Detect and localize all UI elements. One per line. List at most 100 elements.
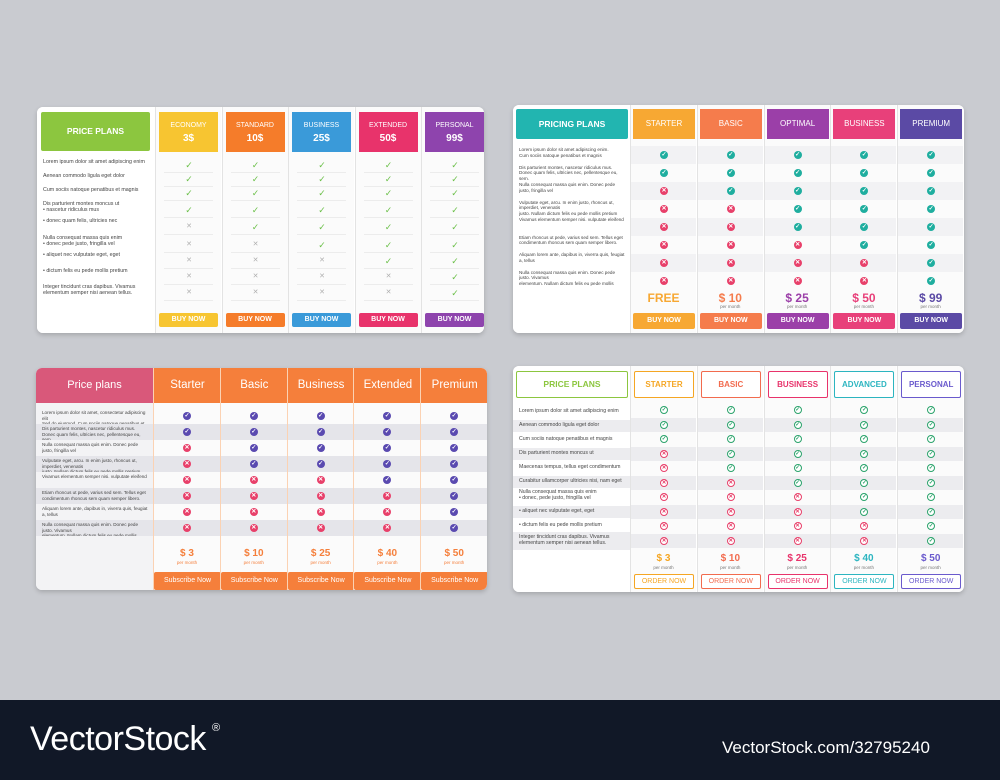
price-period: per month bbox=[786, 304, 808, 309]
cross-icon: ✕ bbox=[860, 522, 869, 530]
row-divider bbox=[297, 300, 346, 301]
row-divider bbox=[230, 284, 280, 285]
row-divider bbox=[430, 172, 479, 173]
feature-label: Maecenas tempus, tellus eget condimentum bbox=[519, 464, 621, 470]
buy-now-button[interactable]: BUY NOW bbox=[292, 313, 351, 327]
cross-icon: ✕ bbox=[249, 476, 258, 484]
plan-column: OPTIMAL ✓ ✓ ✓ ✓ ✓ ✕ ✕ ✕ $ 25 per month BUY NOW bbox=[763, 105, 830, 333]
cross-icon: ✕ bbox=[726, 277, 735, 285]
order-now-button[interactable]: ORDER NOW bbox=[700, 574, 761, 589]
cross-icon: ✕ bbox=[252, 273, 259, 280]
buy-now-button[interactable]: BUY NOW bbox=[159, 313, 218, 327]
price-period: per month bbox=[243, 560, 264, 565]
check-icon: ✓ bbox=[860, 493, 869, 501]
cross-icon: ✕ bbox=[660, 507, 668, 516]
subscribe-button[interactable]: Subscribe Now bbox=[154, 572, 221, 590]
check-icon: ✓ bbox=[183, 428, 191, 436]
order-now-button[interactable]: ORDER NOW bbox=[901, 574, 962, 589]
pricing-table-1: PRICE PLANS Lorem ipsum dolor sit amet a… bbox=[37, 107, 484, 333]
check-icon: ✓ bbox=[927, 187, 936, 195]
table-title: PRICING PLANS bbox=[516, 109, 628, 139]
cross-icon: ✕ bbox=[793, 277, 802, 285]
plan-column: STANDARD 10$ ✓ ✓ ✓ ✓ ✓ ✕ ✕ ✕ ✕ BUY NOW bbox=[221, 107, 288, 333]
check-icon: ✓ bbox=[316, 444, 325, 452]
subscribe-button[interactable]: Subscribe Now bbox=[220, 572, 288, 590]
order-now-button[interactable]: ORDER NOW bbox=[767, 574, 828, 589]
plan-header: ADVANCED bbox=[834, 371, 895, 398]
check-icon: ✓ bbox=[726, 169, 735, 177]
row-divider bbox=[230, 172, 280, 173]
check-icon: ✓ bbox=[451, 272, 459, 282]
cross-icon: ✕ bbox=[860, 277, 869, 285]
check-icon: ✓ bbox=[384, 205, 393, 215]
row-band bbox=[36, 456, 153, 472]
check-icon: ✓ bbox=[927, 277, 936, 285]
check-icon: ✓ bbox=[450, 428, 459, 436]
feature-label: Aliquam lorem ante, dapibus in, viverra … bbox=[42, 506, 148, 517]
check-icon: ✓ bbox=[660, 435, 668, 443]
order-now-button[interactable]: ORDER NOW bbox=[834, 574, 895, 589]
plan-column: ADVANCED ✓ ✓ ✓ ✓ ✓ ✓ ✓ ✓ ✕ ✕ $ 40 per month ORDER NOW bbox=[830, 366, 897, 592]
check-icon: ✓ bbox=[251, 174, 260, 184]
check-icon: ✓ bbox=[249, 444, 258, 452]
check-icon: ✓ bbox=[793, 406, 802, 414]
row-divider bbox=[297, 234, 346, 235]
subscribe-button[interactable]: Subscribe Now bbox=[421, 572, 487, 590]
buy-now-button[interactable]: BUY NOW bbox=[225, 313, 285, 327]
cross-icon: ✕ bbox=[660, 478, 668, 487]
plan-price: $ 25 bbox=[785, 291, 809, 305]
feature-label: • aliquet nec vulputate eget, eget bbox=[43, 252, 120, 258]
feature-label: Cum sociis natoque penatibus et magnis bbox=[43, 187, 139, 193]
cross-icon: ✕ bbox=[726, 478, 735, 487]
row-band bbox=[36, 520, 153, 536]
plan-header: STARTER bbox=[634, 371, 694, 398]
row-divider bbox=[363, 217, 413, 218]
plan-header: STANDARD 10$ bbox=[225, 112, 285, 152]
cross-icon: ✕ bbox=[385, 273, 392, 280]
check-icon: ✓ bbox=[660, 420, 668, 429]
cross-icon: ✕ bbox=[660, 536, 668, 545]
check-icon: ✓ bbox=[793, 435, 802, 443]
feature-label: Aenean commodo ligula eget dolor bbox=[43, 173, 125, 179]
buy-now-button[interactable]: BUY NOW bbox=[633, 313, 695, 329]
features-panel: PRICE PLANS Lorem ipsum dolor sit amet a… bbox=[37, 107, 154, 333]
buy-now-button[interactable]: BUY NOW bbox=[699, 313, 762, 329]
check-icon: ✓ bbox=[384, 240, 393, 250]
table-title: Price plans bbox=[36, 368, 153, 403]
plan-price: 99$ bbox=[446, 133, 463, 144]
row-divider bbox=[297, 268, 346, 269]
buy-now-button[interactable]: BUY NOW bbox=[833, 313, 896, 329]
check-icon: ✓ bbox=[185, 174, 193, 184]
order-now-button[interactable]: ORDER NOW bbox=[634, 574, 694, 589]
cross-icon: ✕ bbox=[383, 492, 392, 500]
check-icon: ✓ bbox=[726, 406, 735, 414]
cross-icon: ✕ bbox=[186, 273, 192, 280]
check-icon: ✓ bbox=[318, 222, 326, 232]
cross-icon: ✕ bbox=[186, 289, 192, 296]
buy-now-button[interactable]: BUY NOW bbox=[358, 313, 418, 327]
feature-label: Lorem ipsum dolor sit amet adipiscing en… bbox=[43, 159, 145, 165]
check-icon: ✓ bbox=[927, 493, 936, 501]
row-divider bbox=[164, 284, 213, 285]
plan-name: EXTENDED bbox=[368, 122, 408, 129]
check-icon: ✓ bbox=[793, 420, 802, 429]
subscribe-button[interactable]: Subscribe Now bbox=[287, 572, 355, 590]
buy-now-button[interactable]: BUY NOW bbox=[766, 313, 829, 329]
subscribe-button[interactable]: Subscribe Now bbox=[354, 572, 422, 590]
check-icon: ✓ bbox=[450, 476, 459, 484]
row-divider bbox=[230, 186, 280, 187]
check-icon: ✓ bbox=[450, 460, 459, 468]
check-icon: ✓ bbox=[451, 240, 459, 250]
row-divider bbox=[164, 172, 213, 173]
cross-icon: ✕ bbox=[726, 259, 735, 267]
plan-column: BUSINESS ✓ ✓ ✓ ✓ ✓ ✓ ✕ ✕ ✕ ✕ $ 25 per month ORDER NOW bbox=[763, 366, 830, 592]
buy-now-button[interactable]: BUY NOW bbox=[425, 313, 484, 327]
price-period: per month bbox=[853, 304, 875, 309]
check-icon: ✓ bbox=[860, 205, 869, 213]
check-icon: ✓ bbox=[660, 406, 668, 414]
check-icon: ✓ bbox=[384, 222, 393, 232]
cross-icon: ✕ bbox=[726, 241, 735, 249]
check-icon: ✓ bbox=[793, 169, 802, 177]
buy-now-button[interactable]: BUY NOW bbox=[900, 313, 963, 329]
cross-icon: ✕ bbox=[385, 289, 392, 296]
